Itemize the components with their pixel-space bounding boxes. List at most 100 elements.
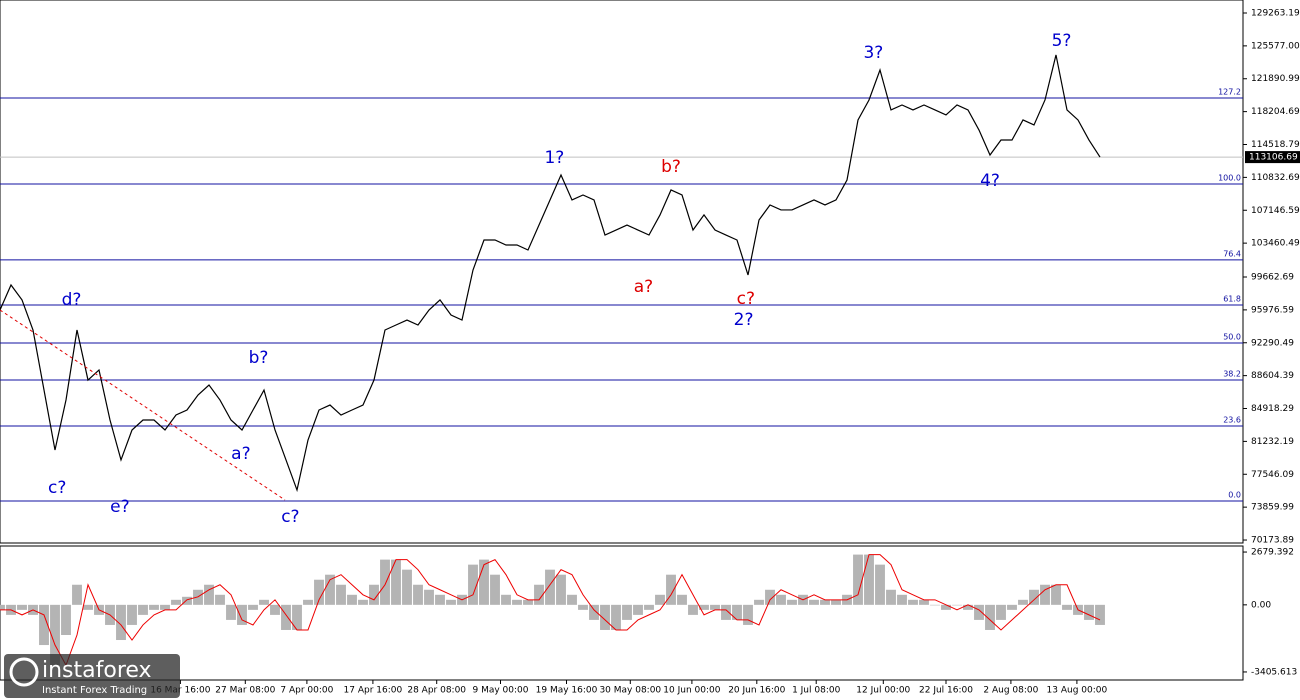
wave-label: 2? bbox=[734, 310, 754, 330]
histogram-bar bbox=[820, 599, 830, 605]
histogram-bar bbox=[116, 604, 126, 641]
histogram-bar bbox=[1007, 604, 1017, 610]
histogram-bar bbox=[930, 604, 940, 606]
fib-level-label: 61.8 bbox=[1223, 295, 1241, 304]
x-tick-label: 17 Apr 16:00 bbox=[344, 686, 403, 696]
histogram-bar bbox=[919, 599, 929, 605]
y-tick-label: 92290.49 bbox=[1251, 338, 1294, 348]
histogram-bar bbox=[380, 559, 390, 605]
histogram-bar bbox=[600, 604, 610, 630]
price-panel bbox=[0, 0, 1244, 544]
fib-level-label: 0.0 bbox=[1228, 491, 1241, 500]
x-tick-label: 7 Apr 00:00 bbox=[280, 686, 333, 696]
histogram-bar bbox=[127, 604, 137, 625]
wave-label: c? bbox=[737, 289, 755, 309]
histogram-bar bbox=[182, 596, 192, 605]
y-tick-label: 125577.00 bbox=[1251, 41, 1300, 51]
y-tick-label: 107146.59 bbox=[1251, 206, 1300, 216]
histogram-bar bbox=[402, 569, 412, 605]
histogram-bar bbox=[831, 599, 841, 605]
histogram-bar bbox=[138, 604, 148, 615]
histogram-bar bbox=[556, 574, 566, 605]
x-tick-label: 22 Jul 16:00 bbox=[919, 686, 973, 696]
y-tick-label: 110832.69 bbox=[1251, 173, 1300, 183]
histogram-bar bbox=[435, 594, 445, 605]
wave-label: d? bbox=[62, 290, 82, 310]
y-tick-label: -3405.613 bbox=[1251, 667, 1297, 677]
histogram-bar bbox=[523, 599, 533, 605]
histogram-bar bbox=[369, 584, 379, 605]
y-tick-label: 114518.79 bbox=[1251, 140, 1300, 150]
histogram-bar bbox=[336, 584, 346, 605]
histogram-bar bbox=[666, 574, 676, 605]
histogram-bar bbox=[512, 599, 522, 605]
histogram-bar bbox=[171, 599, 181, 605]
histogram-bar bbox=[1029, 589, 1039, 605]
fib-level-label: 76.4 bbox=[1223, 249, 1241, 258]
histogram-bar bbox=[545, 569, 555, 605]
histogram-bar bbox=[655, 594, 665, 605]
wave-label: b? bbox=[661, 157, 681, 177]
y-tick-label: 118204.69 bbox=[1251, 107, 1300, 117]
histogram-bar bbox=[754, 599, 764, 605]
histogram-bar bbox=[963, 604, 973, 610]
histogram-bar bbox=[534, 584, 544, 605]
histogram-bar bbox=[677, 594, 687, 605]
histogram-bar bbox=[996, 604, 1006, 620]
histogram-bar bbox=[941, 604, 951, 610]
histogram-bar bbox=[39, 604, 49, 646]
histogram-bar bbox=[160, 604, 170, 610]
histogram-bar bbox=[699, 604, 709, 610]
y-tick-label: 81232.19 bbox=[1251, 437, 1294, 447]
histogram-bar bbox=[347, 594, 357, 605]
histogram-bar bbox=[985, 604, 995, 630]
histogram-bar bbox=[633, 604, 643, 615]
histogram-bar bbox=[468, 564, 478, 605]
histogram-bar bbox=[281, 604, 291, 630]
signal-line bbox=[0, 554, 1101, 667]
histogram-bar bbox=[446, 599, 456, 605]
y-tick-label: 70173.89 bbox=[1251, 536, 1294, 546]
x-tick-label: 2 Aug 08:00 bbox=[983, 686, 1038, 696]
y-tick-label: 73859.99 bbox=[1251, 503, 1294, 513]
histogram-bar bbox=[589, 604, 599, 620]
y-tick-label: 99662.69 bbox=[1251, 273, 1294, 283]
histogram-bar bbox=[1051, 584, 1061, 605]
histogram-bar bbox=[897, 594, 907, 605]
logo-background bbox=[4, 654, 180, 698]
fib-level-label: 50.0 bbox=[1223, 333, 1241, 342]
histogram-bar bbox=[303, 599, 313, 605]
histogram-bar bbox=[743, 604, 753, 625]
histogram-bar bbox=[853, 554, 863, 605]
brand-logo: instaforex Instant Forex Trading bbox=[4, 654, 180, 698]
histogram-bar bbox=[479, 559, 489, 605]
wave-label: 3? bbox=[863, 43, 883, 63]
wave-label: a? bbox=[634, 277, 653, 297]
histogram-bar bbox=[215, 594, 225, 605]
last-price-box bbox=[1245, 151, 1300, 164]
wave-label: c? bbox=[281, 507, 299, 527]
wave-label: e? bbox=[110, 497, 129, 517]
x-tick-label: 12 Jul 00:00 bbox=[856, 686, 910, 696]
histogram-bar bbox=[721, 604, 731, 620]
oscillator-panel bbox=[0, 545, 1244, 681]
histogram-bar bbox=[248, 604, 258, 610]
wave-label: 4? bbox=[980, 171, 1000, 191]
histogram-bar bbox=[1018, 599, 1028, 605]
histogram-bar bbox=[325, 574, 335, 605]
histogram-bar bbox=[765, 589, 775, 605]
fib-level-label: 100.0 bbox=[1218, 174, 1241, 183]
histogram-bar bbox=[237, 604, 247, 625]
histogram-bar bbox=[1062, 604, 1072, 610]
histogram-bar bbox=[864, 554, 874, 605]
histogram-bar bbox=[974, 604, 984, 620]
histogram-bar bbox=[809, 599, 819, 605]
x-tick-label: 1 Jul 08:00 bbox=[792, 686, 841, 696]
x-tick-label: 30 May 08:00 bbox=[599, 686, 661, 696]
logo-icon bbox=[9, 657, 39, 687]
x-tick-label: 27 Mar 08:00 bbox=[215, 686, 275, 696]
histogram-bar bbox=[292, 604, 302, 630]
y-tick-label: 2679.392 bbox=[1251, 548, 1294, 558]
histogram-bar bbox=[688, 604, 698, 615]
histogram-bar bbox=[61, 604, 71, 635]
